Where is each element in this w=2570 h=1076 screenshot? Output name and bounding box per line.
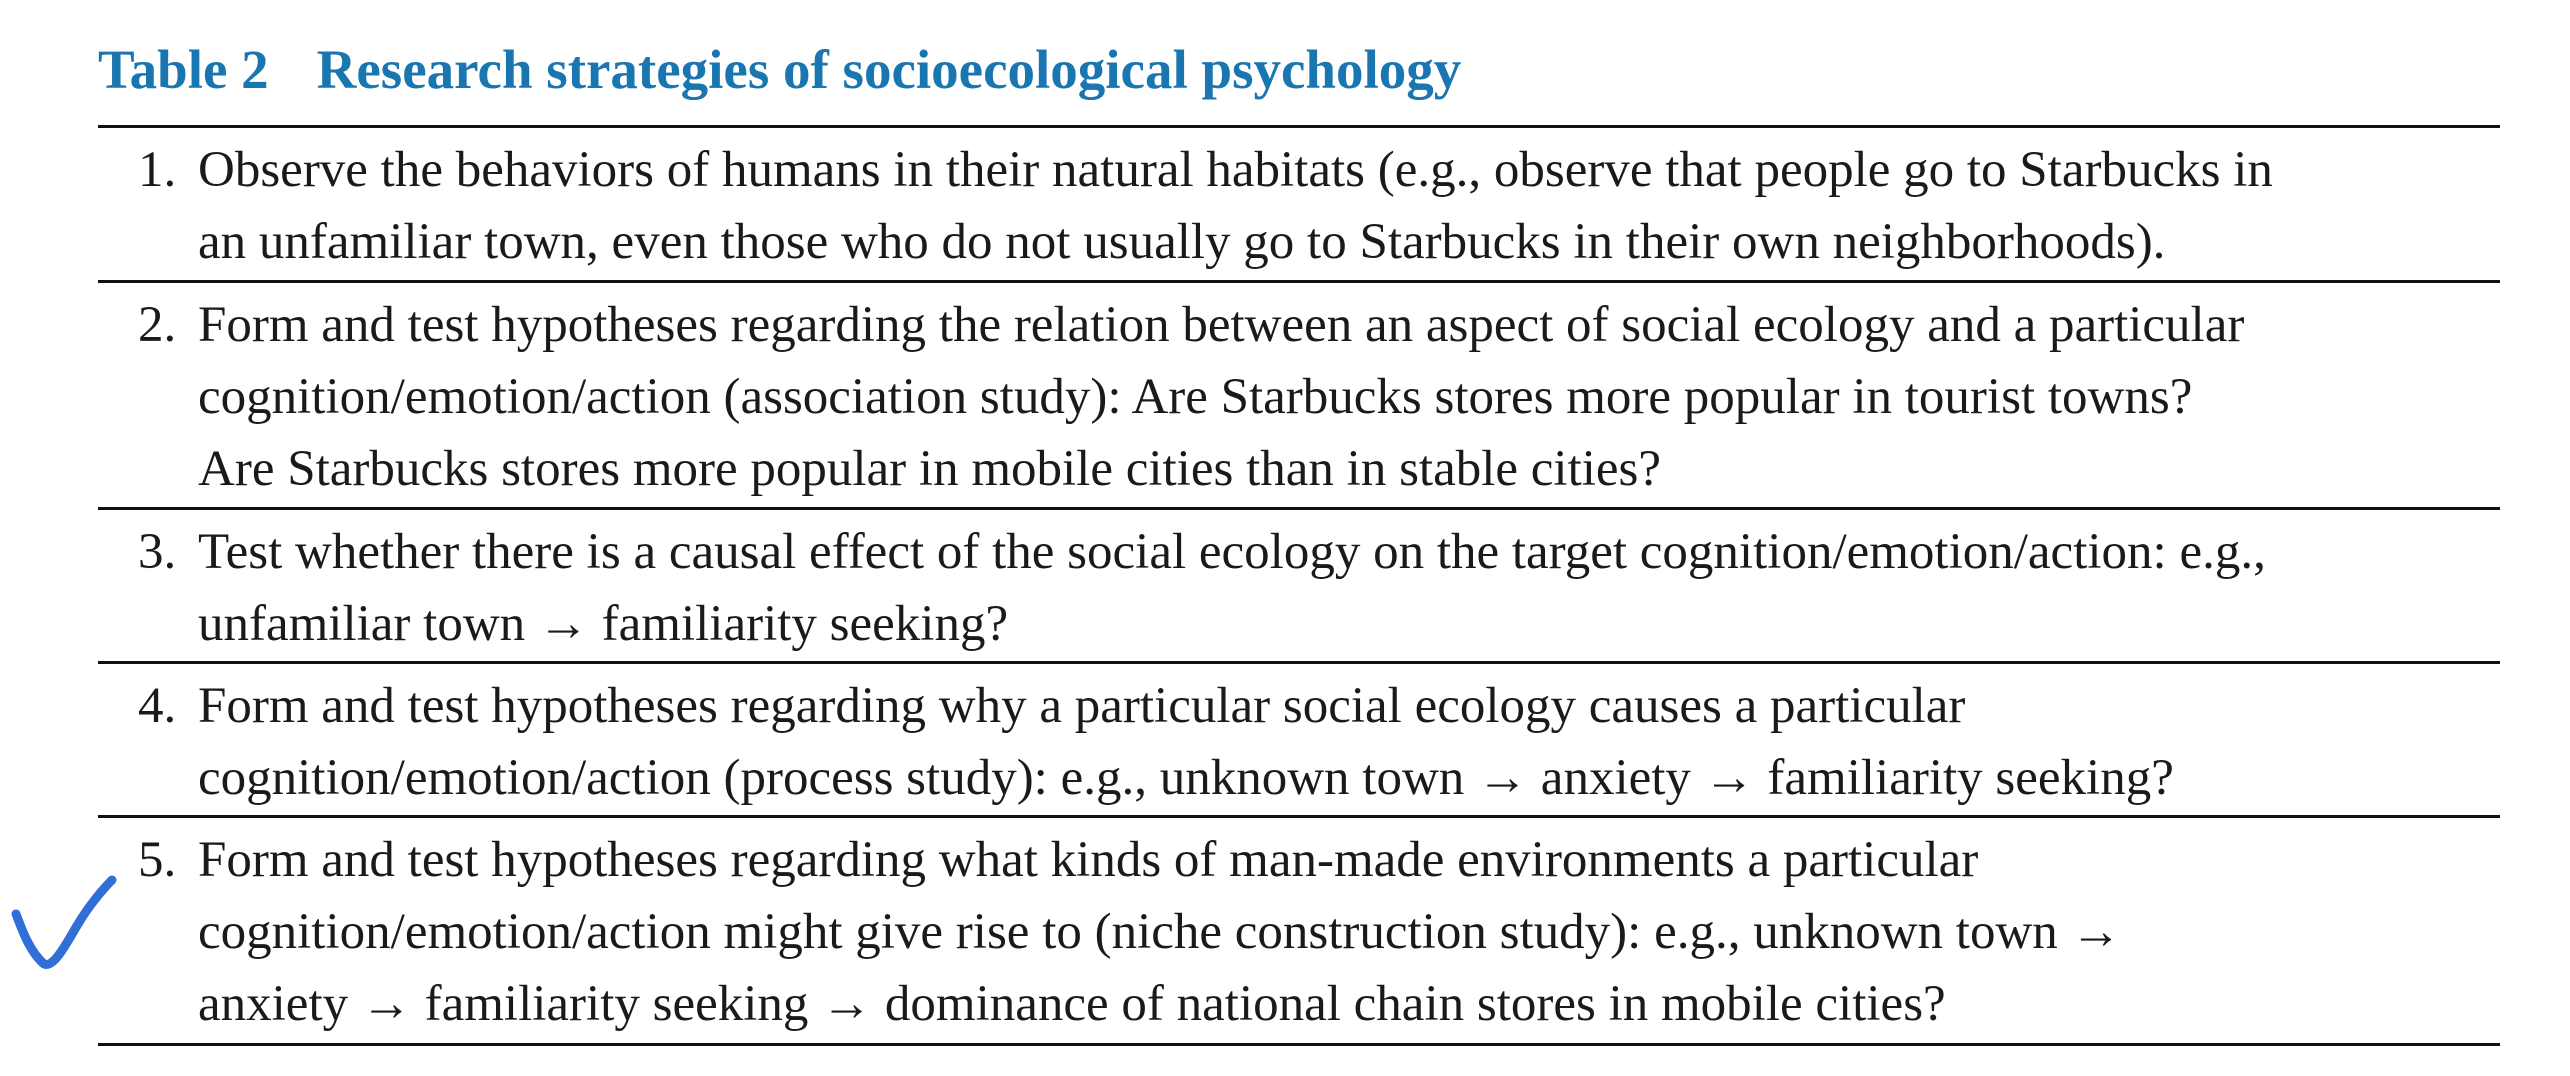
row-number: 1. [138,142,177,198]
row-number: 4. [138,678,177,734]
table-row: 5. Form and test hypotheses regarding wh… [98,818,2500,1046]
table-row: 2. Form and test hypotheses regarding th… [98,283,2500,510]
row-number: 3. [138,524,177,580]
table-row: 3. Test whether there is a causal effect… [98,510,2500,664]
table-title: Research strategies of socioecological p… [316,39,1462,100]
row-text: Observe the behaviors of humans in their… [198,142,2273,270]
table-caption: Table 2 Research strategies of socioecolo… [98,28,1461,112]
strategies-table: 1. Observe the behaviors of humans in th… [98,125,2500,1046]
checkmark-icon [11,875,117,969]
row-number: 2. [138,297,177,353]
row-text: Form and test hypotheses regarding the r… [198,297,2245,497]
row-text: Form and test hypotheses regarding what … [198,832,2122,1032]
row-text: Form and test hypotheses regarding why a… [198,678,2174,806]
row-text: Test whether there is a causal effect of… [198,524,2266,652]
table-label: Table 2 [98,39,269,100]
table-row: 4. Form and test hypotheses regarding wh… [98,664,2500,818]
table-row: 1. Observe the behaviors of humans in th… [98,128,2500,283]
row-number: 5. [138,832,177,888]
